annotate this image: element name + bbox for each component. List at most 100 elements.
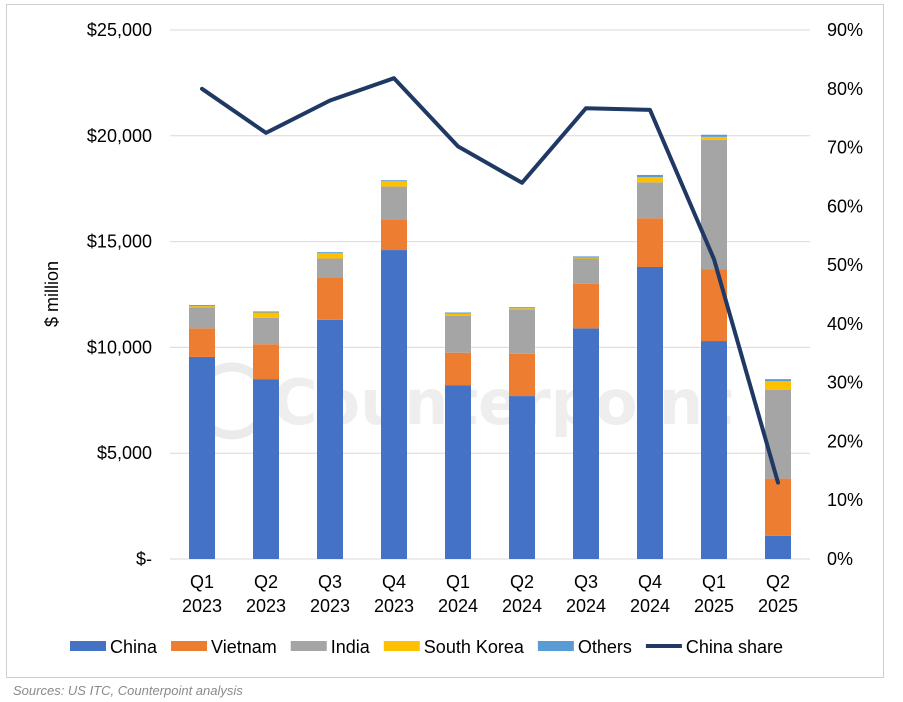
- y2-tick-label: 10%: [827, 490, 863, 510]
- y2-tick-label: 70%: [827, 138, 863, 158]
- bar-india: [509, 309, 535, 354]
- bar-vietnam: [445, 352, 471, 386]
- bar-south-korea: [637, 177, 663, 183]
- bar-south-korea: [381, 181, 407, 187]
- y2-tick-label: 30%: [827, 373, 863, 393]
- bar-india: [253, 317, 279, 345]
- x-tick-year: 2024: [502, 596, 542, 616]
- china-share-line: [200, 76, 780, 485]
- bar-south-korea: [317, 253, 343, 259]
- bar-china: [509, 396, 535, 559]
- bar-south-korea: [701, 136, 727, 141]
- legend-swatch-india: [290, 641, 327, 651]
- bar-others: [765, 379, 791, 382]
- bar-vietnam: [253, 344, 279, 380]
- source-note: Sources: US ITC, Counterpoint analysis: [13, 683, 243, 698]
- y-axis-title: $ million: [42, 261, 62, 327]
- bar-china: [573, 328, 599, 559]
- x-tick-year: 2023: [182, 596, 222, 616]
- bar-china: [445, 385, 471, 559]
- x-tick-year: 2025: [694, 596, 734, 616]
- x-tick-year: 2025: [758, 596, 798, 616]
- legend-label-others: Others: [578, 637, 632, 657]
- y-axis-right: 0% 10% 20% 30% 40% 50% 60% 70% 80% 90%: [827, 20, 863, 569]
- bar-india: [317, 258, 343, 278]
- x-axis: Q1 2023 Q2 2023 Q3 2023 Q4 2023 Q1 2024 Q2 2024 Q3 20…: [182, 572, 798, 616]
- x-tick-quarter: Q4: [638, 572, 662, 592]
- bar-china: [381, 250, 407, 559]
- bar-india: [445, 315, 471, 353]
- legend-swatch-south-korea: [383, 641, 420, 651]
- bar-others: [317, 252, 343, 254]
- legend-swatch-vietnam: [171, 641, 208, 651]
- x-tick-year: 2024: [566, 596, 606, 616]
- bar-china: [189, 356, 215, 559]
- y2-tick-label: 80%: [827, 79, 863, 99]
- bar-south-korea: [189, 306, 215, 308]
- y-axis-left: $- $5,000 $10,000 $15,000 $20,000 $25,000: [87, 20, 152, 569]
- bar-vietnam: [573, 283, 599, 329]
- bar-china: [701, 341, 727, 559]
- legend: China Vietnam India South Korea Others China …: [70, 637, 783, 657]
- bar-vietnam: [381, 219, 407, 251]
- y-tick-label: $10,000: [87, 337, 152, 357]
- bar-india: [573, 258, 599, 284]
- x-tick-year: 2023: [246, 596, 286, 616]
- x-tick-quarter: Q4: [382, 572, 406, 592]
- x-tick-quarter: Q1: [446, 572, 470, 592]
- bar-others: [445, 312, 471, 314]
- bar-india: [765, 389, 791, 479]
- bar-others: [381, 180, 407, 182]
- x-tick-year: 2024: [630, 596, 670, 616]
- bar-vietnam: [637, 218, 663, 267]
- bar-india: [701, 140, 727, 270]
- x-tick-quarter: Q3: [574, 572, 598, 592]
- legend-label-south-korea: South Korea: [424, 637, 525, 657]
- legend-swatch-china: [70, 641, 106, 651]
- bar-south-korea: [445, 313, 471, 316]
- bar-vietnam: [701, 269, 727, 342]
- x-tick-quarter: Q2: [766, 572, 790, 592]
- y-tick-label: $5,000: [97, 443, 152, 463]
- y2-tick-label: 50%: [827, 255, 863, 275]
- bar-others: [573, 256, 599, 258]
- x-tick-quarter: Q1: [702, 572, 726, 592]
- bar-china: [253, 379, 279, 559]
- y-tick-label: $-: [136, 549, 152, 569]
- bar-india: [189, 307, 215, 329]
- y-tick-label: $20,000: [87, 126, 152, 146]
- bar-vietnam: [317, 277, 343, 320]
- x-tick-year: 2024: [438, 596, 478, 616]
- y2-tick-label: 20%: [827, 431, 863, 451]
- y-tick-label: $15,000: [87, 232, 152, 252]
- bar-vietnam: [509, 353, 535, 397]
- bar-others: [701, 134, 727, 137]
- x-tick-year: 2023: [374, 596, 414, 616]
- bar-others: [189, 305, 215, 307]
- bar-others: [637, 174, 663, 178]
- x-tick-quarter: Q1: [190, 572, 214, 592]
- bar-india: [637, 182, 663, 219]
- bar-south-korea: [573, 257, 599, 259]
- bar-others: [253, 311, 279, 313]
- legend-label-india: India: [331, 637, 371, 657]
- china-share-polyline: [200, 76, 780, 485]
- bar-china: [317, 319, 343, 559]
- x-tick-year: 2023: [310, 596, 350, 616]
- bar-others: [509, 307, 535, 309]
- x-tick-quarter: Q2: [510, 572, 534, 592]
- bar-south-korea: [509, 308, 535, 310]
- legend-swatch-others: [537, 641, 574, 651]
- bar-china: [637, 266, 663, 559]
- y2-tick-label: 0%: [827, 549, 853, 569]
- legend-label-china: China: [110, 637, 158, 657]
- bars: [189, 134, 791, 559]
- y2-tick-label: 60%: [827, 196, 863, 216]
- y2-tick-label: 40%: [827, 314, 863, 334]
- legend-label-china-share: China share: [686, 637, 783, 657]
- bar-india: [381, 186, 407, 220]
- x-tick-quarter: Q3: [318, 572, 342, 592]
- bar-south-korea: [253, 312, 279, 318]
- y2-tick-label: 90%: [827, 20, 863, 40]
